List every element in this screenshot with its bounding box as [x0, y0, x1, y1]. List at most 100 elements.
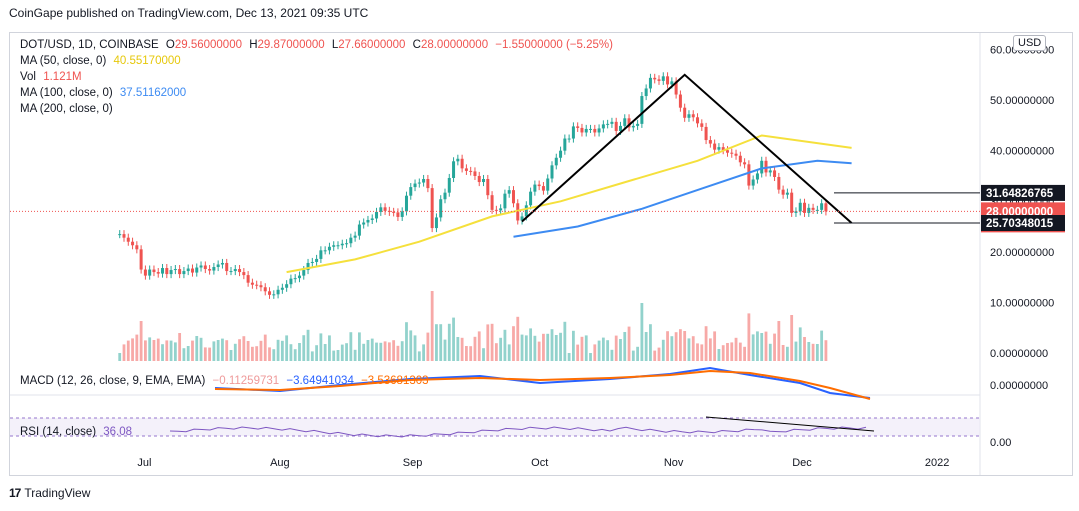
volume-bar: [554, 335, 558, 361]
volume-bar: [747, 313, 751, 361]
volume-bar: [383, 341, 387, 361]
candle-body: [173, 269, 177, 271]
candle-body: [199, 265, 203, 268]
volume-bar: [811, 343, 815, 361]
y-tick-label: 10.00000000: [990, 297, 1054, 309]
volume-bar: [679, 329, 682, 361]
candle-body: [781, 189, 785, 195]
volume-bar: [473, 336, 477, 361]
volume-bar: [387, 342, 391, 361]
volume-bar: [396, 345, 400, 361]
volume-bar: [169, 340, 173, 361]
legend-ma50-row[interactable]: MA (50, close, 0) 40.55170000: [20, 54, 185, 68]
candle-body: [148, 269, 152, 276]
candle-body: [452, 161, 456, 178]
candle-body: [473, 171, 477, 176]
volume-bar: [803, 337, 806, 361]
macd-tick-label: 0.00000000: [990, 380, 1048, 392]
candle-body: [520, 216, 524, 221]
candle-body: [747, 164, 751, 186]
volume-bar: [482, 348, 485, 361]
ma200-label: MA (200, close, 0): [20, 103, 113, 115]
volume-bar: [430, 291, 434, 361]
candle-body: [417, 182, 421, 184]
volume-bar: [786, 346, 789, 361]
candle-body: [721, 147, 725, 151]
currency-badge[interactable]: USD: [1013, 35, 1047, 51]
volume-bar: [173, 342, 177, 361]
volume-bar: [439, 324, 443, 361]
volume-bar: [572, 330, 575, 361]
volume-bar: [563, 321, 567, 361]
volume-bar: [657, 347, 661, 361]
candle-body: [486, 179, 490, 196]
volume-bar: [349, 332, 353, 361]
volume-bar: [400, 341, 404, 361]
volume-bar: [358, 332, 361, 361]
volume-bar: [465, 346, 468, 361]
legend-vol-row[interactable]: Vol 1.121M: [20, 70, 86, 84]
macd-value-3: −3.53681303: [361, 375, 429, 387]
volume-bar: [315, 345, 318, 361]
candle-body: [537, 184, 541, 187]
volume-bar: [375, 342, 378, 361]
volume-bar: [704, 326, 708, 361]
candle-body: [203, 265, 207, 270]
volume-bar: [229, 350, 233, 361]
x-tick-label: Jul: [137, 457, 151, 469]
candle-body: [259, 285, 263, 288]
legend-ma100-row[interactable]: MA (100, close, 0) 37.51162000: [20, 86, 190, 100]
candle-body: [550, 165, 554, 179]
candle-body: [798, 202, 802, 212]
volume-bar: [353, 349, 357, 361]
candle-body: [370, 218, 374, 220]
candle-body: [490, 195, 494, 210]
candle-body: [597, 128, 601, 133]
candle-body: [212, 267, 216, 271]
footer-brand[interactable]: 17 TradingView: [9, 486, 90, 500]
volume-bar: [494, 343, 498, 361]
legend-symbol[interactable]: DOT/USD, 1D, COINBASE: [20, 39, 159, 51]
candle-body: [743, 162, 747, 165]
candle-body: [443, 192, 447, 200]
ohlc-low-value: 27.66000000: [338, 39, 406, 51]
volume-bar: [696, 343, 699, 361]
candle-body: [494, 209, 498, 211]
candle-body: [751, 179, 755, 186]
candle-body: [576, 126, 580, 128]
legend-ma200-row[interactable]: MA (200, close, 0): [20, 102, 117, 116]
candle-body: [225, 262, 229, 272]
candle-body: [755, 173, 759, 180]
volume-bar: [319, 333, 323, 361]
candle-body: [131, 241, 135, 246]
volume-bar: [238, 339, 241, 361]
rsi-trendline: [705, 416, 875, 432]
volume-bar: [550, 329, 554, 361]
volume-bar: [760, 333, 764, 361]
rsi-label: RSI (14, close): [20, 426, 97, 438]
candle-body: [126, 237, 130, 242]
y-tick-label: 0.00000000: [990, 348, 1048, 360]
volume-bar: [310, 351, 314, 361]
candle-body: [118, 234, 122, 236]
legend-rsi-row[interactable]: RSI (14, close) 36.08: [20, 425, 136, 439]
candle-body: [477, 175, 481, 183]
macd-value-1: −0.11259731: [212, 375, 280, 387]
candle-body: [340, 243, 344, 246]
candle-body: [280, 287, 284, 290]
volume-bar: [520, 334, 524, 361]
candle-body: [165, 268, 169, 275]
x-tick-label: Nov: [664, 457, 684, 469]
volume-bar: [268, 347, 271, 361]
candle-body: [362, 222, 366, 225]
candle-body: [730, 152, 734, 154]
volume-bar: [165, 340, 169, 361]
volume-bar: [567, 353, 571, 361]
volume-bar: [734, 337, 738, 361]
candle-body: [392, 211, 396, 213]
volume-bar: [713, 331, 717, 361]
candle-body: [276, 289, 280, 295]
legend-macd-row[interactable]: MACD (12, 26, close, 9, EMA, EMA) −0.112…: [20, 374, 433, 388]
candle-body: [524, 205, 528, 217]
chart-frame: 60.0000000050.0000000040.0000000030.0000…: [9, 32, 1073, 476]
